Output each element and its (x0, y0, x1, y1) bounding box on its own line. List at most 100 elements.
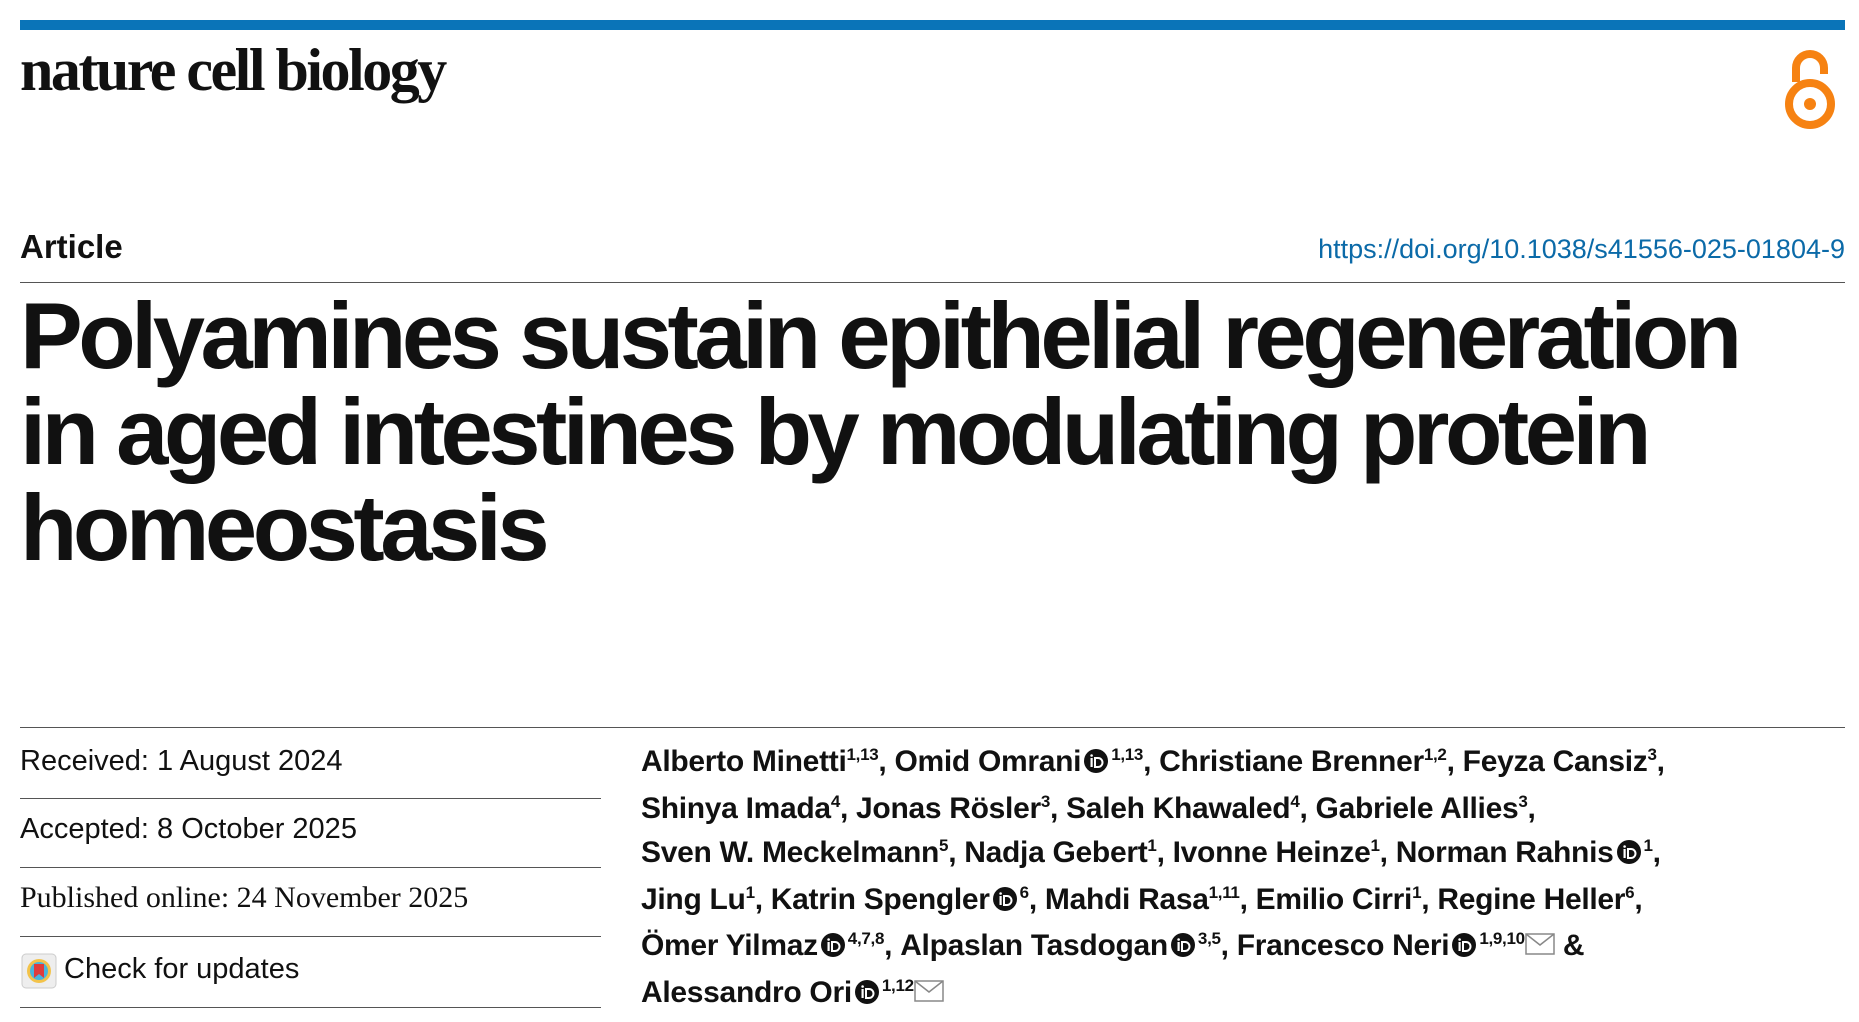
divider (20, 727, 1845, 728)
author-name[interactable]: Norman Rahnis (1395, 836, 1614, 870)
check-updates-icon[interactable] (21, 953, 57, 989)
author-name[interactable]: Jing Lu (641, 882, 746, 916)
affiliation[interactable]: 1 (1147, 836, 1157, 856)
orcid-icon[interactable] (1616, 838, 1641, 871)
author: Nadja Gebert1, (964, 836, 1172, 869)
separator: , (1156, 836, 1173, 870)
separator: , (1299, 791, 1316, 825)
received-date: Received: 1 August 2024 (20, 745, 343, 777)
email-icon[interactable] (1525, 929, 1555, 962)
separator: , (754, 882, 771, 916)
author-name[interactable]: Alessandro Ori (641, 975, 852, 1009)
orcid-icon[interactable] (854, 978, 879, 1011)
affiliation[interactable]: 1,9,10 (1479, 929, 1525, 949)
affiliation[interactable]: 1,12 (881, 975, 914, 995)
separator: , (1446, 745, 1463, 778)
affiliation[interactable]: 1,2 (1423, 745, 1447, 764)
author-name[interactable]: Regine Heller (1437, 882, 1626, 916)
affiliation[interactable]: 6 (1625, 882, 1635, 902)
affiliation[interactable]: 1 (1370, 836, 1380, 856)
author: Feyza Cansiz3, (1463, 745, 1665, 778)
author-name[interactable]: Gabriele Allies (1315, 791, 1519, 825)
orcid-icon[interactable] (1452, 931, 1477, 964)
separator: , (1634, 882, 1643, 916)
orcid-icon[interactable] (1084, 747, 1109, 780)
author-name[interactable]: Emilio Cirri (1255, 882, 1413, 916)
author: Norman Rahnis 1, (1396, 836, 1661, 869)
orcid-icon[interactable] (1170, 931, 1195, 964)
affiliation[interactable]: 1,11 (1208, 882, 1240, 902)
affiliation[interactable]: 1 (745, 882, 755, 902)
author-name[interactable]: Alberto Minetti (641, 745, 847, 778)
separator: , (1527, 791, 1536, 825)
author: Alberto Minetti1,13, (641, 745, 894, 778)
journal-name[interactable]: nature cell biology (20, 37, 447, 103)
separator: , (948, 836, 965, 870)
separator: , (1028, 882, 1045, 916)
separator: , (839, 791, 857, 825)
separator: , (878, 745, 895, 778)
author-name[interactable]: Mahdi Rasa (1044, 882, 1209, 916)
open-access-icon (1785, 50, 1835, 129)
email-icon[interactable] (914, 976, 944, 1009)
author-name[interactable]: Jonas Rösler (856, 791, 1041, 825)
author-name[interactable]: Alpaslan Tasdogan (900, 929, 1168, 963)
separator: , (1379, 836, 1396, 870)
author-name[interactable]: Sven W. Meckelmann (641, 836, 940, 870)
doi-link[interactable]: https://doi.org/10.1038/s41556-025-01804… (1318, 234, 1845, 264)
author: Alpaslan Tasdogan 3,5, (900, 929, 1237, 962)
conjunction: & (1562, 929, 1585, 963)
author: Ivonne Heinze1, (1173, 836, 1396, 869)
author: Francesco Neri 1,9,10 & (1236, 929, 1585, 964)
author-name[interactable]: Shinya Imada (641, 791, 831, 825)
author-name[interactable]: Omid Omrani (894, 745, 1082, 778)
separator: , (1421, 882, 1438, 916)
author-name[interactable]: Katrin Spengler (770, 882, 990, 916)
divider (20, 867, 601, 868)
published-date: Published online: 24 November 2025 (20, 881, 469, 914)
separator: , (1656, 745, 1665, 778)
affiliation[interactable]: 5 (939, 836, 949, 856)
affiliation[interactable]: 4 (830, 791, 840, 811)
author: Ömer Yilmaz 4,7,8, (641, 929, 900, 962)
divider (20, 798, 601, 799)
title-line: in aged intestines by modulating protein (20, 379, 1652, 484)
author-name[interactable]: Saleh Khawaled (1066, 791, 1291, 825)
author: Jonas Rösler3, (856, 792, 1066, 825)
author: Saleh Khawaled4, (1066, 792, 1315, 825)
author: Sven W. Meckelmann5, (641, 836, 964, 869)
author: Omid Omrani 1,13, (894, 745, 1159, 778)
affiliation[interactable]: 3,5 (1197, 929, 1221, 949)
author: Shinya Imada4, (641, 792, 856, 825)
author: Alessandro Ori 1,12 (641, 976, 944, 1009)
author: Gabriele Allies3, (1316, 792, 1536, 825)
author-name[interactable]: Ivonne Heinze (1172, 836, 1371, 870)
article-type: Article (20, 228, 123, 265)
affiliation[interactable]: 1,13 (1111, 745, 1144, 764)
affiliation[interactable]: 6 (1019, 882, 1029, 902)
orcid-icon[interactable] (992, 885, 1017, 918)
author: Mahdi Rasa1,11, (1045, 883, 1256, 916)
author: Emilio Cirri1, (1256, 883, 1438, 916)
author-name[interactable]: Christiane Brenner (1159, 745, 1424, 778)
affiliation[interactable]: 3 (1040, 791, 1051, 811)
check-updates[interactable]: Check for updates (64, 953, 300, 985)
title-line: homeostasis (20, 475, 550, 580)
affiliation[interactable]: 1 (1643, 836, 1653, 856)
accepted-date: Accepted: 8 October 2025 (20, 813, 357, 845)
author-name[interactable]: Francesco Neri (1236, 929, 1450, 963)
divider (20, 936, 601, 937)
affiliation[interactable]: 3 (1518, 791, 1528, 811)
affiliation[interactable]: 1,13 (846, 745, 879, 764)
orcid-icon[interactable] (820, 931, 845, 964)
affiliation[interactable]: 4 (1290, 791, 1300, 811)
affiliation[interactable]: 3 (1647, 745, 1657, 764)
separator: , (1143, 745, 1160, 778)
author: Christiane Brenner1,2, (1159, 745, 1463, 778)
affiliation[interactable]: 1 (1412, 882, 1422, 902)
author-name[interactable]: Nadja Gebert (964, 836, 1148, 870)
author-name[interactable]: Feyza Cansiz (1462, 745, 1648, 778)
author-name[interactable]: Ömer Yilmaz (641, 929, 818, 963)
affiliation[interactable]: 4,7,8 (847, 929, 885, 949)
divider (20, 1007, 601, 1008)
